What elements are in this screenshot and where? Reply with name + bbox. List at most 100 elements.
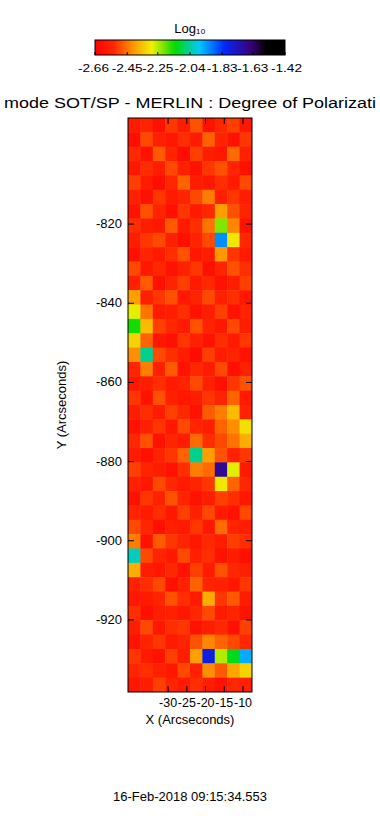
- cell: [128, 663, 141, 678]
- y-tick: [246, 382, 252, 383]
- cell: [153, 305, 166, 320]
- cell: [215, 620, 228, 635]
- cell: [227, 147, 240, 162]
- cell: [178, 635, 191, 650]
- cell: [202, 319, 215, 334]
- colorbar-tick-label: -1.42: [271, 62, 302, 74]
- cell: [202, 477, 215, 492]
- cell: [190, 635, 203, 650]
- cell: [215, 678, 228, 692]
- cell: [165, 132, 178, 147]
- x-tick: [186, 686, 187, 692]
- cell: [153, 218, 166, 233]
- y-tick: [128, 303, 134, 304]
- cell: [240, 132, 252, 147]
- cell: [178, 678, 191, 692]
- cell: [165, 448, 178, 463]
- cell: [140, 678, 153, 692]
- cell: [165, 161, 178, 176]
- cell: [178, 175, 191, 190]
- cell: [153, 548, 166, 563]
- cell: [153, 391, 166, 406]
- cell: [227, 161, 240, 176]
- cell: [128, 319, 141, 334]
- colorbar-tick-label: -2.25: [142, 62, 173, 74]
- cell: [240, 218, 252, 233]
- cell: [215, 534, 228, 549]
- cell: [178, 448, 191, 463]
- cell: [165, 649, 178, 664]
- cell: [178, 161, 191, 176]
- x-tick-label: -10: [234, 696, 252, 710]
- cell: [240, 233, 252, 248]
- cell: [153, 620, 166, 635]
- cell: [240, 491, 252, 506]
- cell: [153, 132, 166, 147]
- cell: [202, 505, 215, 520]
- cell: [215, 233, 228, 248]
- cell: [202, 333, 215, 348]
- cell: [128, 391, 141, 406]
- cell: [240, 663, 252, 678]
- x-tick: [224, 686, 225, 692]
- cell: [190, 419, 203, 434]
- cell: [202, 491, 215, 506]
- cell: [165, 663, 178, 678]
- cell: [190, 118, 203, 133]
- cell: [165, 592, 178, 607]
- x-tick-label: -25: [178, 696, 196, 710]
- cell: [227, 376, 240, 391]
- cell: [215, 548, 228, 563]
- cell: [140, 577, 153, 592]
- cell: [165, 204, 178, 219]
- cell: [128, 348, 141, 363]
- cell: [190, 620, 203, 635]
- cell: [215, 477, 228, 492]
- cell: [240, 520, 252, 535]
- cell: [190, 577, 203, 592]
- cell: [128, 204, 141, 219]
- cell: [165, 678, 178, 692]
- colorbar-tick: [252, 52, 253, 55]
- cell: [140, 319, 153, 334]
- cell: [178, 649, 191, 664]
- cell: [190, 678, 203, 692]
- x-tick: [186, 118, 187, 124]
- cell: [202, 434, 215, 449]
- cell: [240, 190, 252, 205]
- cell: [178, 190, 191, 205]
- x-tick-label: -20: [197, 696, 215, 710]
- cell: [202, 161, 215, 176]
- cell: [128, 491, 141, 506]
- annotation: 16-Feb-2018 09:15:34.553: [113, 789, 267, 804]
- cell: [202, 635, 215, 650]
- cell: [215, 118, 228, 133]
- y-tick-label: -820: [96, 216, 122, 231]
- cell: [128, 577, 141, 592]
- cell: [240, 362, 252, 377]
- cell: [190, 218, 203, 233]
- cell: [165, 505, 178, 520]
- cell: [190, 190, 203, 205]
- cell: [227, 218, 240, 233]
- y-tick: [128, 461, 134, 462]
- cell: [165, 491, 178, 506]
- cell: [202, 247, 215, 262]
- cell: [227, 520, 240, 535]
- colorbar-tick: [190, 52, 191, 55]
- cell: [227, 175, 240, 190]
- x-tick: [168, 686, 169, 692]
- cell: [140, 434, 153, 449]
- cell: [153, 606, 166, 621]
- cell: [240, 261, 252, 276]
- cell: [140, 161, 153, 176]
- y-tick: [246, 224, 252, 225]
- cell: [140, 491, 153, 506]
- cell: [140, 348, 153, 363]
- cell: [128, 376, 141, 391]
- y-tick: [128, 224, 134, 225]
- cell: [240, 147, 252, 162]
- cell: [128, 218, 141, 233]
- cell: [190, 348, 203, 363]
- cell: [178, 592, 191, 607]
